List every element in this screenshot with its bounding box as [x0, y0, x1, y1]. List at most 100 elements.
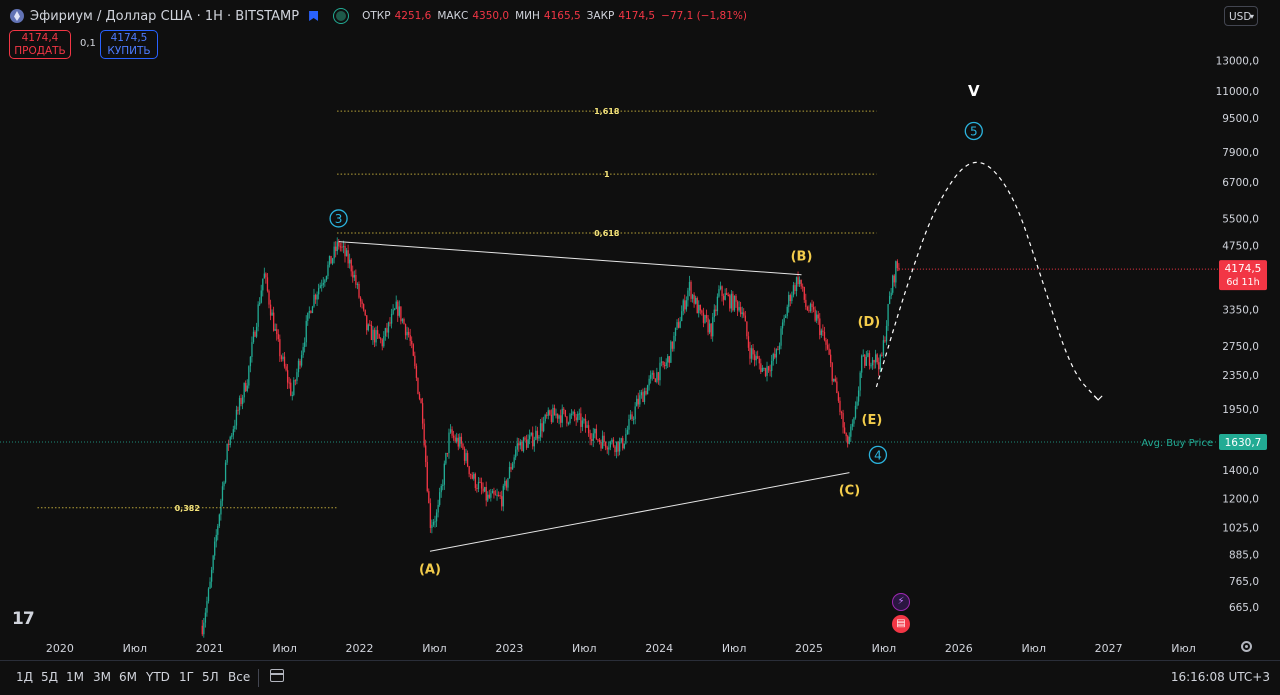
y-tick-label: 7900,0 [1222, 147, 1259, 159]
candle-body [555, 413, 557, 416]
candle-body [847, 436, 849, 444]
candle-body [383, 336, 385, 347]
y-tick-label: 4750,0 [1222, 240, 1259, 252]
candle-body [629, 414, 632, 419]
candle-body [203, 622, 205, 635]
range-5d[interactable]: 5Д [41, 670, 59, 684]
candle-body [466, 452, 469, 467]
candle-body [767, 366, 770, 371]
candle-body [533, 440, 535, 447]
range-1y[interactable]: 1Г [179, 670, 194, 684]
candle-body [310, 311, 312, 314]
candle-body [406, 331, 408, 336]
candle-body [615, 441, 618, 453]
candle-body [561, 408, 563, 423]
candle-body [839, 400, 841, 412]
candle-body [375, 330, 377, 343]
range-5y[interactable]: 5Л [202, 670, 219, 684]
wave-label: (B) [791, 249, 813, 264]
candle-body [325, 276, 328, 281]
x-tick-label: 2020 [46, 642, 74, 655]
candle-body [587, 425, 590, 434]
symbol-title[interactable]: Эфириум / Доллар США · 1Н · BITSTAMP [30, 8, 300, 24]
candle-body [772, 353, 774, 361]
candle-body [603, 435, 605, 442]
candle-body [547, 410, 549, 416]
candle-body [389, 322, 391, 324]
candle-body [299, 360, 301, 366]
candle-body [201, 625, 203, 635]
candle-body [331, 258, 334, 264]
candle-body [876, 354, 878, 363]
x-tick-label: Июл [272, 642, 297, 655]
candle-body [420, 398, 422, 404]
fib-level-label: 0,382 [175, 504, 200, 513]
candle-body [594, 428, 596, 434]
candle-body [862, 354, 864, 356]
candle-body [673, 335, 675, 349]
buy-button[interactable]: 4174,5 КУПИТЬ [100, 30, 158, 59]
candle-body [224, 462, 227, 483]
tradingview-logo[interactable]: 17 [12, 609, 35, 629]
candle-body [892, 275, 894, 293]
candle-body [437, 504, 439, 513]
candle-body [719, 286, 722, 290]
candle-body [659, 362, 661, 381]
candle-body [496, 494, 498, 496]
candle-body [426, 461, 428, 492]
candle-body [803, 287, 805, 300]
candle-body [423, 423, 425, 446]
candle-body [484, 487, 486, 492]
y-tick-label: 3350,0 [1222, 305, 1259, 317]
us-flag-event-icon[interactable]: ▤ [892, 615, 910, 633]
candle-body [566, 416, 568, 424]
candle-body [336, 241, 338, 252]
candle-body [431, 524, 433, 528]
candle-body [356, 283, 359, 285]
range-3m[interactable]: 3М [93, 670, 111, 684]
candle-body [620, 438, 622, 442]
candle-body [499, 495, 501, 497]
candle-body [355, 275, 357, 285]
candle-body [502, 485, 504, 507]
candle-body [722, 295, 725, 300]
candle-body [730, 293, 733, 309]
currency-select[interactable]: USD [1224, 6, 1258, 27]
candle-body [785, 316, 787, 318]
candle-body [685, 300, 688, 310]
range-1m[interactable]: 1М [66, 670, 84, 684]
candle-body [707, 318, 709, 333]
range-ytd[interactable]: YTD [146, 670, 170, 684]
bookmark-flag-icon[interactable] [309, 11, 319, 21]
candle-body [487, 494, 489, 501]
chart-header: Эфириум / Доллар США · 1Н · BITSTAMP ОТК… [0, 0, 753, 32]
high-label: МАКС [437, 10, 469, 22]
candle-body [544, 414, 546, 422]
sell-button[interactable]: 4174,4 ПРОДАТЬ [9, 30, 71, 59]
candle-body [851, 423, 854, 427]
lightning-event-icon[interactable]: ⚡ [892, 593, 910, 611]
candle-body [252, 331, 255, 343]
candle-body [735, 295, 737, 302]
candle-body [204, 612, 207, 623]
candle-body [552, 407, 554, 422]
x-tick-label: Июл [1171, 642, 1196, 655]
candle-body [733, 295, 736, 311]
candle-body [597, 439, 599, 441]
clock-time[interactable]: 16:16:08 UTC+3 [1170, 670, 1270, 684]
range-6m[interactable]: 6М [119, 670, 137, 684]
range-1d[interactable]: 1Д [16, 670, 34, 684]
candle-body [665, 362, 667, 366]
candle-body [570, 413, 573, 415]
candle-body [443, 463, 445, 485]
range-all[interactable]: Все [228, 670, 251, 684]
candle-body [412, 344, 414, 356]
triangle-lower-line [429, 472, 850, 552]
candle-body [870, 365, 872, 367]
candle-body [811, 303, 813, 308]
calendar-icon[interactable] [270, 669, 284, 682]
candle-body [653, 372, 655, 379]
candle-body [809, 303, 812, 312]
gear-icon[interactable] [1241, 641, 1252, 652]
